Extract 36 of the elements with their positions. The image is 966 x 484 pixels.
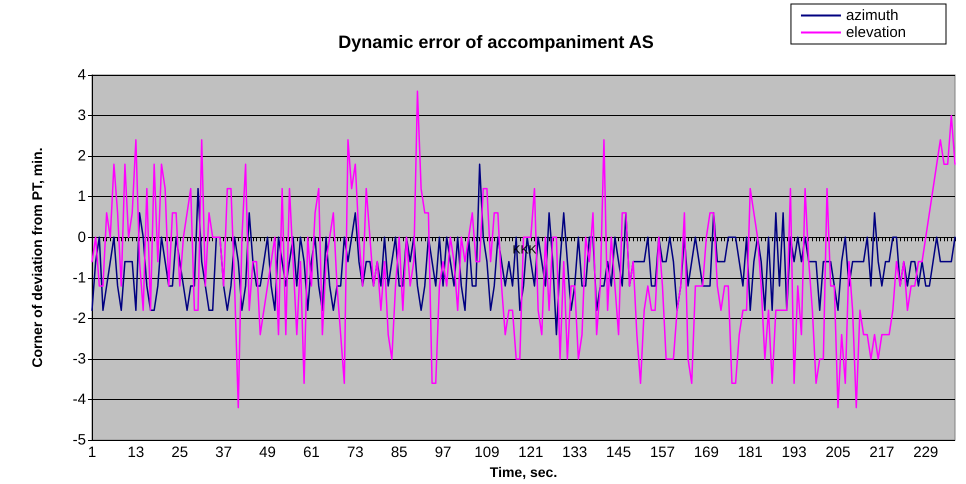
y-tick-label: 2 xyxy=(78,148,86,165)
x-tick-label: 37 xyxy=(215,444,232,462)
line-series xyxy=(91,90,956,408)
y-tick-label: 3 xyxy=(78,107,86,124)
x-tick-label: 73 xyxy=(346,444,364,462)
x-tick-label: 13 xyxy=(128,444,144,462)
x-tick-label: 229 xyxy=(913,444,938,462)
x-tick-label: 121 xyxy=(518,444,544,462)
x-tick-label: 181 xyxy=(738,444,763,462)
x-tick-label: 61 xyxy=(303,444,320,462)
x-tick-label: 25 xyxy=(171,444,188,462)
y-tick-label: -1 xyxy=(72,269,86,286)
y-tick-label: 0 xyxy=(78,228,86,246)
y-axis-title: Corner of deviation from PT, min. xyxy=(29,147,45,368)
y-tick-label: -3 xyxy=(72,350,86,368)
x-tick-label: 97 xyxy=(434,444,452,462)
x-tick-label: 217 xyxy=(869,444,894,462)
x-tick-label: 193 xyxy=(782,444,807,462)
chart-title: Dynamic error of accompaniment AS xyxy=(338,32,654,52)
y-tick-label: 1 xyxy=(78,188,86,206)
y-tick-label: -4 xyxy=(72,391,86,408)
y-tick-label: -5 xyxy=(72,432,86,449)
x-tick-label: 157 xyxy=(650,444,675,462)
y-tick-label: -2 xyxy=(72,310,86,327)
legend-label: elevation xyxy=(846,24,906,41)
x-tick-label: 169 xyxy=(694,444,719,462)
x-tick-label: 85 xyxy=(390,444,408,462)
x-tick-label: 145 xyxy=(606,444,632,462)
x-tick-label: 205 xyxy=(825,444,850,462)
y-tick-label: 4 xyxy=(78,66,86,84)
x-tick-label: 49 xyxy=(259,444,276,462)
x-tick-label: 133 xyxy=(562,444,588,462)
x-tick-label: 109 xyxy=(474,444,500,462)
legend-label: azimuth xyxy=(846,7,898,24)
x-axis-title: Time, sec. xyxy=(490,464,558,480)
line-series xyxy=(91,163,956,336)
